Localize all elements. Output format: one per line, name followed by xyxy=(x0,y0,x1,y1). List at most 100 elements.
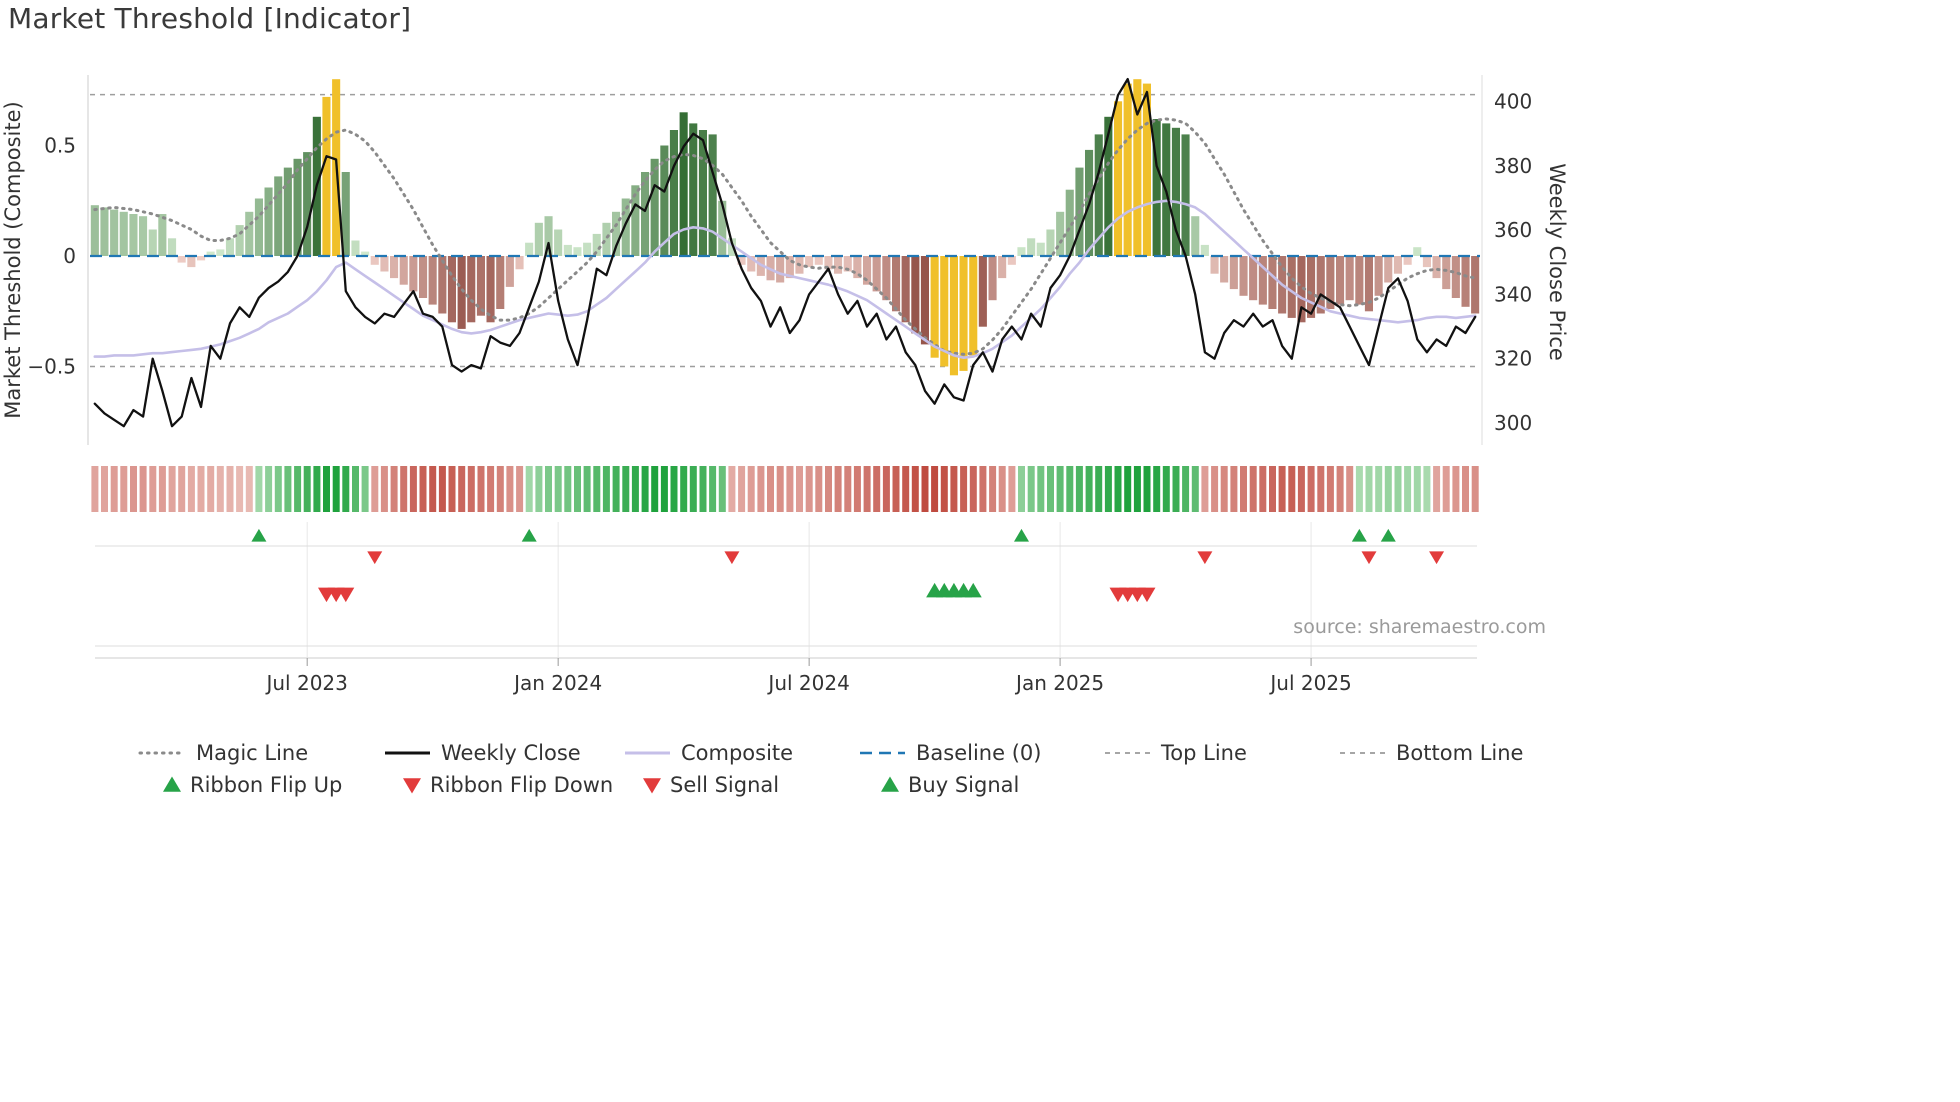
threshold-bar xyxy=(1307,256,1316,318)
legend-label: Composite xyxy=(681,741,793,765)
legend-label: Ribbon Flip Down xyxy=(430,773,613,797)
threshold-bar xyxy=(1451,256,1460,298)
ribbon-cell xyxy=(998,466,1006,512)
ribbon-cell xyxy=(767,466,774,512)
left-axis-title: Market Threshold (Composite) xyxy=(1,101,25,419)
ribbon-cell xyxy=(187,466,195,512)
threshold-bar xyxy=(563,244,572,256)
threshold-bar xyxy=(1142,83,1151,256)
ribbon-cell xyxy=(911,466,919,512)
ribbon-cell xyxy=(448,466,456,512)
threshold-bar xyxy=(940,256,949,367)
legend-label: Magic Line xyxy=(196,741,308,765)
ribbon-cell xyxy=(1307,466,1315,512)
ribbon-cell xyxy=(371,466,379,512)
ribbon-cell xyxy=(255,466,263,512)
threshold-bar xyxy=(1191,216,1200,256)
threshold-bar xyxy=(1393,256,1402,274)
ribbon-cell xyxy=(429,466,437,512)
threshold-bar xyxy=(1297,256,1306,323)
ribbon-cell xyxy=(1452,466,1460,512)
threshold-bar xyxy=(457,256,466,329)
threshold-bar xyxy=(100,207,109,256)
weekly-close-line xyxy=(93,77,1477,428)
threshold-bar xyxy=(834,256,843,274)
threshold-bar xyxy=(341,172,350,256)
ribbon-cell xyxy=(583,466,591,512)
legend-item-sell-signal xyxy=(643,778,661,794)
threshold-bar xyxy=(554,229,563,256)
ribbon-cell xyxy=(1433,466,1441,512)
right-axis-tick-label: 300 xyxy=(1494,411,1532,435)
ribbon-cell xyxy=(91,466,99,512)
left-axis-tick-label: 0 xyxy=(63,244,76,268)
ribbon-cell xyxy=(467,466,475,512)
threshold-bar xyxy=(1114,101,1123,256)
ribbon-cell xyxy=(718,466,726,512)
threshold-bar xyxy=(1374,256,1383,296)
threshold-bar xyxy=(1171,127,1180,256)
threshold-bars xyxy=(90,79,1480,376)
ribbon-cell xyxy=(1211,466,1219,512)
ribbon-cell xyxy=(265,466,273,512)
right-axis-tick-label: 400 xyxy=(1494,90,1532,114)
threshold-bar xyxy=(1220,256,1229,283)
legend-label: Top Line xyxy=(1160,741,1247,765)
threshold-bar xyxy=(158,214,167,256)
ribbon-cell xyxy=(525,466,533,512)
ribbon-cell xyxy=(825,466,832,512)
ribbon-flip-up-marker xyxy=(1013,528,1029,542)
ribbon-cell xyxy=(574,466,581,512)
ribbon-cell xyxy=(1375,466,1383,512)
threshold-bar xyxy=(872,256,881,292)
grid-lines xyxy=(87,75,1483,657)
ribbon-cell xyxy=(1056,466,1064,512)
threshold-bar xyxy=(351,240,360,256)
legend-label: Buy Signal xyxy=(908,773,1019,797)
ribbon-flip-up-marker xyxy=(251,528,267,542)
x-tick-label: Jul 2023 xyxy=(264,671,347,695)
threshold-bar xyxy=(1471,256,1480,314)
threshold-bar xyxy=(177,256,186,263)
threshold-bar xyxy=(1094,134,1103,256)
threshold-bar xyxy=(727,238,736,256)
threshold-bar xyxy=(245,211,254,256)
threshold-bar xyxy=(1239,256,1248,296)
threshold-bar xyxy=(361,251,370,256)
right-axis-tick-label: 340 xyxy=(1494,282,1532,306)
legend-label: Sell Signal xyxy=(670,773,779,797)
threshold-bar xyxy=(785,256,794,279)
ribbon-cell xyxy=(631,466,639,512)
ribbon-cell xyxy=(564,466,572,512)
ribbon-cell xyxy=(313,466,321,512)
ribbon-cell xyxy=(274,466,282,512)
threshold-bar xyxy=(969,256,978,356)
ribbon-cell xyxy=(757,466,765,512)
ribbon-cell xyxy=(1220,466,1228,512)
threshold-bar xyxy=(1104,116,1113,256)
ribbon-cell xyxy=(747,466,755,512)
ribbon-cell xyxy=(1249,466,1257,512)
legend-item-ribbon-flip-down xyxy=(403,778,421,794)
ribbon-cell xyxy=(178,466,186,512)
ribbon-cell xyxy=(844,466,852,512)
ribbon-cell xyxy=(380,466,388,512)
threshold-bar xyxy=(930,256,939,358)
ribbon-cell xyxy=(1259,466,1267,512)
ribbon-cell xyxy=(969,466,977,512)
source-credit: source: sharemaestro.com xyxy=(1293,616,1546,638)
ribbon-strip xyxy=(91,466,1479,512)
ribbon-cell xyxy=(236,466,244,512)
ribbon-cell xyxy=(960,466,968,512)
threshold-bar xyxy=(187,256,196,268)
ribbon-cell xyxy=(352,466,359,512)
ribbon-cell xyxy=(216,466,224,512)
threshold-bar xyxy=(1326,256,1335,309)
ribbon-cell xyxy=(1326,466,1334,512)
ribbon-cell xyxy=(294,466,302,512)
legend-triangle-down-icon xyxy=(403,778,421,794)
ribbon-cell xyxy=(1018,466,1025,512)
ribbon-cell xyxy=(1066,466,1074,512)
threshold-bar xyxy=(1065,189,1074,256)
threshold-bar xyxy=(216,249,225,256)
